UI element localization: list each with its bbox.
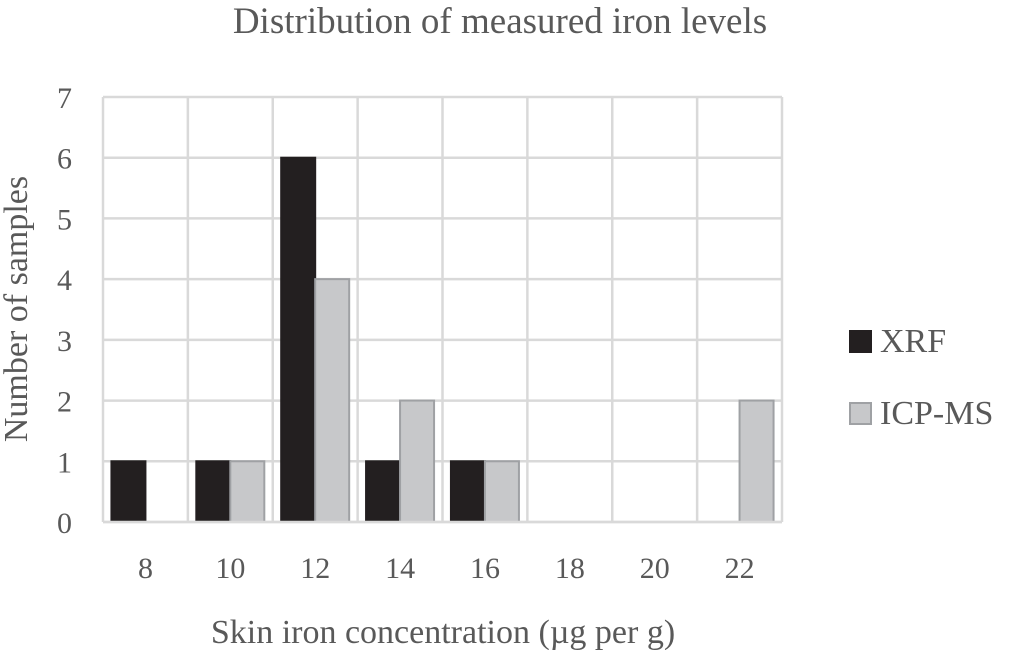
legend-swatch-icp-ms — [849, 402, 872, 425]
x-tick-label: 8 — [138, 552, 153, 585]
x-tick-labels: 8 10 12 14 16 18 20 22 — [138, 552, 755, 585]
bar-icp-ms-10 — [229, 460, 266, 523]
x-axis-label: Skin iron concentration (µg per g) — [211, 614, 675, 650]
y-tick-label: 6 — [57, 143, 72, 176]
y-tick-label: 2 — [57, 386, 72, 419]
chart-title: Distribution of measured iron levels — [233, 1, 767, 42]
legend: XRF ICP-MS — [849, 323, 993, 432]
y-tick-label: 1 — [57, 446, 72, 479]
bar-xrf-14 — [365, 460, 402, 523]
bar-icp-ms-14 — [399, 399, 436, 524]
y-tick-label: 7 — [57, 82, 72, 115]
bar-xrf-8 — [110, 460, 147, 523]
x-tick-label: 22 — [725, 552, 755, 585]
bar-icp-ms-16 — [483, 460, 520, 523]
legend-label-icp-ms: ICP-MS — [880, 395, 993, 432]
grid-lines — [101, 95, 784, 524]
y-tick-labels: 0 1 2 3 4 5 6 7 — [57, 82, 72, 540]
bar-icp-ms-12 — [314, 278, 351, 523]
bar-xrf-16 — [449, 460, 486, 523]
y-tick-label: 4 — [57, 264, 72, 297]
bar-xrf-10 — [195, 460, 232, 523]
legend-swatch-xrf — [849, 330, 872, 353]
bar-icp-ms-22 — [738, 399, 775, 524]
x-tick-label: 20 — [640, 552, 670, 585]
y-tick-label: 3 — [57, 325, 72, 358]
x-tick-label: 10 — [215, 552, 245, 585]
x-tick-label: 16 — [470, 552, 500, 585]
y-tick-label: 5 — [57, 203, 72, 236]
legend-label-xrf: XRF — [880, 323, 946, 360]
y-tick-label: 0 — [57, 507, 72, 540]
bar-xrf-12 — [280, 156, 317, 523]
bars — [103, 156, 782, 524]
x-tick-label: 18 — [555, 552, 585, 585]
y-axis-label: Number of samples — [0, 176, 35, 442]
x-tick-label: 12 — [300, 552, 330, 585]
x-tick-label: 14 — [385, 552, 415, 585]
